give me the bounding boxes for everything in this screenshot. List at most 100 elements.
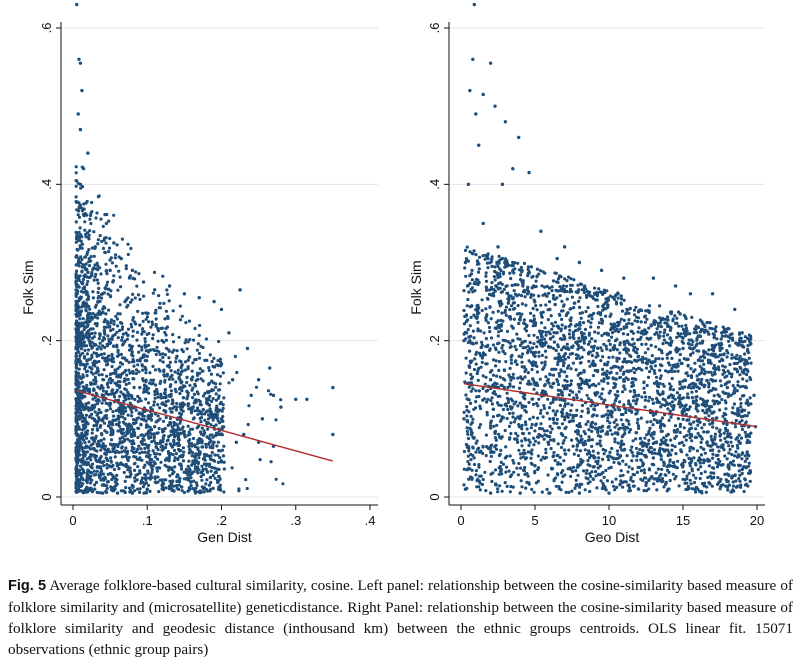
scatter-point	[490, 402, 494, 406]
scatter-point	[596, 462, 600, 466]
scatter-point	[76, 213, 80, 217]
scatter-point	[119, 408, 123, 412]
scatter-point	[573, 324, 578, 328]
scatter-point	[491, 343, 495, 347]
scatter-point	[98, 311, 102, 315]
scatter-point	[635, 347, 640, 351]
scatter-point	[531, 284, 536, 288]
scatter-point	[700, 377, 704, 381]
scatter-point	[150, 412, 154, 416]
scatter-point	[145, 332, 149, 336]
scatter-point	[497, 432, 501, 436]
scatter-point	[468, 359, 472, 363]
scatter-point	[187, 444, 191, 448]
scatter-point	[506, 301, 510, 305]
scatter-point	[218, 483, 222, 487]
scatter-point	[578, 339, 582, 343]
scatter-point	[126, 327, 130, 331]
scatter-point	[495, 382, 499, 386]
scatter-point	[101, 224, 105, 228]
scatter-point	[557, 374, 562, 378]
scatter-point	[535, 267, 540, 271]
scatter-point	[91, 290, 95, 294]
scatter-point	[699, 359, 703, 363]
scatter-point	[130, 370, 135, 374]
scatter-point	[462, 483, 466, 487]
scatter-point	[509, 432, 513, 436]
scatter-point	[679, 332, 683, 336]
scatter-point	[696, 358, 700, 362]
scatter-point	[87, 339, 91, 343]
scatter-point	[130, 410, 134, 414]
scatter-point	[649, 446, 654, 450]
scatter-point	[664, 438, 668, 442]
scatter-point	[207, 398, 211, 402]
scatter-point	[96, 242, 100, 246]
scatter-point	[682, 443, 686, 447]
scatter-point	[216, 460, 221, 464]
scatter-point	[509, 304, 514, 308]
scatter-point	[82, 202, 86, 206]
scatter-point	[210, 389, 214, 393]
scatter-point	[516, 404, 520, 408]
scatter-point	[549, 438, 553, 442]
scatter-point	[111, 442, 116, 446]
scatter-point	[205, 453, 209, 457]
scatter-point	[141, 437, 145, 441]
scatter-point	[106, 334, 110, 338]
scatter-point	[106, 447, 110, 451]
scatter-point	[640, 395, 644, 399]
scatter-point	[563, 387, 567, 391]
scatter-point	[219, 417, 224, 421]
scatter-point	[204, 337, 208, 341]
scatter-point	[572, 452, 576, 456]
scatter-point	[532, 387, 536, 391]
scatter-point	[613, 339, 618, 343]
scatter-point	[174, 408, 178, 412]
scatter-point	[497, 368, 501, 372]
scatter-point	[564, 325, 568, 329]
scatter-point	[560, 317, 564, 321]
scatter-point	[671, 472, 675, 476]
scatter-point	[146, 311, 150, 315]
scatter-point	[106, 292, 110, 296]
scatter-point	[90, 346, 94, 350]
scatter-point	[156, 448, 160, 452]
scatter-point	[233, 354, 237, 359]
scatter-point	[721, 325, 725, 329]
scatter-point	[525, 351, 530, 355]
scatter-point	[579, 414, 583, 419]
scatter-point	[512, 317, 516, 321]
scatter-point	[142, 390, 146, 394]
scatter-point	[505, 416, 509, 421]
scatter-point	[725, 349, 729, 353]
scatter-point	[167, 356, 171, 360]
scatter-point	[201, 345, 205, 350]
scatter-point	[137, 350, 141, 354]
scatter-point	[102, 378, 106, 382]
scatter-point	[213, 453, 217, 457]
scatter-point	[152, 433, 156, 437]
scatter-point	[550, 327, 554, 331]
scatter-point	[498, 484, 502, 488]
scatter-point	[483, 470, 487, 474]
scatter-point	[647, 478, 651, 482]
scatter-point	[578, 485, 582, 489]
scatter-point	[160, 483, 164, 487]
scatter-point	[674, 321, 678, 325]
scatter-point	[206, 409, 210, 413]
scatter-point	[672, 388, 676, 392]
scatter-point	[647, 326, 651, 330]
scatter-point	[543, 349, 548, 353]
scatter-point	[93, 331, 97, 335]
scatter-point	[190, 388, 194, 392]
scatter-point	[201, 473, 205, 477]
scatter-point	[587, 378, 592, 383]
scatter-point	[187, 430, 191, 434]
scatter-point	[530, 448, 534, 452]
scatter-point	[743, 477, 747, 481]
scatter-point	[89, 343, 93, 348]
scatter-point	[194, 486, 198, 490]
scatter-point	[85, 383, 89, 387]
scatter-point	[126, 252, 130, 257]
